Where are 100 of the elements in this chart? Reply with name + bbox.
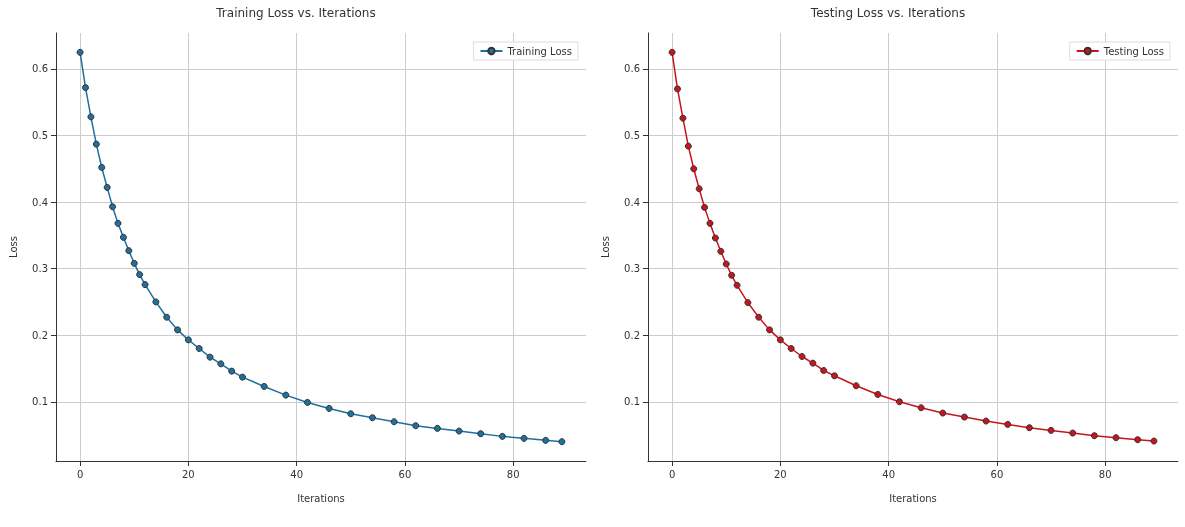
point — [733, 281, 741, 289]
x-tick-label: 80 — [506, 468, 520, 480]
point — [228, 367, 236, 375]
x-tick-label: 20 — [182, 468, 195, 480]
point — [668, 48, 676, 56]
point — [1090, 432, 1098, 440]
point — [1150, 437, 1158, 445]
point — [152, 298, 160, 306]
point — [477, 430, 485, 438]
point — [706, 219, 714, 227]
point — [744, 299, 752, 307]
legend-label: Testing Loss — [1102, 45, 1165, 57]
x-tick-label: 60 — [990, 468, 1004, 480]
y-tick-label: 0.5 — [624, 130, 640, 142]
point — [695, 185, 703, 193]
point — [820, 366, 828, 374]
y-axis-title: Loss — [7, 236, 19, 258]
y-tick-label: 0.2 — [32, 329, 48, 341]
point — [455, 427, 463, 435]
y-tick-label: 0.3 — [624, 263, 640, 275]
point — [1047, 426, 1055, 434]
point — [390, 418, 398, 426]
point — [141, 281, 149, 289]
y-tick-label: 0.6 — [624, 63, 640, 75]
point — [809, 359, 817, 367]
point — [701, 203, 709, 211]
point — [109, 203, 117, 211]
x-tick-label: 0 — [76, 468, 84, 480]
point — [163, 313, 171, 321]
point — [1112, 434, 1120, 442]
point — [717, 247, 725, 255]
point — [103, 183, 111, 191]
point — [412, 422, 420, 430]
point — [125, 247, 133, 255]
point — [679, 114, 687, 122]
point — [690, 165, 698, 173]
point — [960, 413, 968, 421]
point — [1004, 420, 1012, 428]
point — [174, 326, 182, 334]
x-tick-label: 80 — [1098, 468, 1112, 480]
point — [542, 436, 550, 444]
point — [558, 438, 566, 446]
point — [722, 260, 730, 268]
y-tick-label: 0.6 — [32, 63, 48, 75]
point — [136, 271, 144, 279]
point — [87, 113, 95, 121]
point — [787, 345, 795, 353]
point — [347, 410, 355, 418]
y-tick-label: 0.5 — [32, 130, 48, 142]
point — [1069, 429, 1077, 437]
point — [368, 414, 376, 422]
point — [92, 140, 100, 148]
point — [130, 259, 138, 267]
point — [728, 271, 736, 279]
point — [852, 382, 860, 390]
y-tick-label: 0.4 — [624, 196, 640, 208]
point — [874, 390, 882, 398]
x-axis-title: Iterations — [889, 492, 937, 504]
point — [674, 85, 681, 93]
y-tick-label: 0.1 — [624, 396, 640, 408]
point — [114, 219, 122, 227]
x-tick-label: 60 — [398, 468, 412, 480]
point — [917, 404, 925, 412]
point — [239, 373, 246, 381]
point — [433, 424, 441, 432]
point — [260, 382, 268, 390]
y-tick-label: 0.3 — [32, 263, 48, 275]
point — [325, 404, 333, 412]
point — [1134, 436, 1142, 444]
point — [119, 233, 127, 241]
point — [711, 234, 719, 242]
point — [776, 336, 784, 344]
point — [195, 345, 203, 353]
point — [498, 432, 506, 440]
point — [98, 163, 106, 171]
y-axis-title: Loss — [599, 236, 611, 258]
x-tick-label: 0 — [668, 468, 676, 480]
legend-label: Training Loss — [506, 45, 573, 57]
point — [895, 398, 903, 406]
point — [684, 142, 692, 150]
x-tick-label: 40 — [290, 468, 304, 480]
y-tick-label: 0.2 — [624, 329, 640, 341]
point — [184, 336, 192, 344]
point — [82, 84, 89, 92]
y-tick-label: 0.4 — [32, 196, 48, 208]
point — [282, 391, 290, 399]
point — [755, 313, 763, 321]
x-tick-label: 20 — [774, 468, 787, 480]
point — [831, 372, 838, 380]
x-axis-title: Iterations — [297, 492, 345, 504]
chart-title: Training Loss vs. Iterations — [215, 6, 376, 20]
point — [303, 398, 311, 406]
point — [982, 417, 990, 425]
point — [939, 409, 947, 417]
point — [217, 360, 225, 368]
point — [520, 434, 528, 442]
point — [798, 353, 806, 360]
point — [1025, 424, 1033, 432]
x-tick-label: 40 — [882, 468, 896, 480]
point — [766, 326, 774, 334]
